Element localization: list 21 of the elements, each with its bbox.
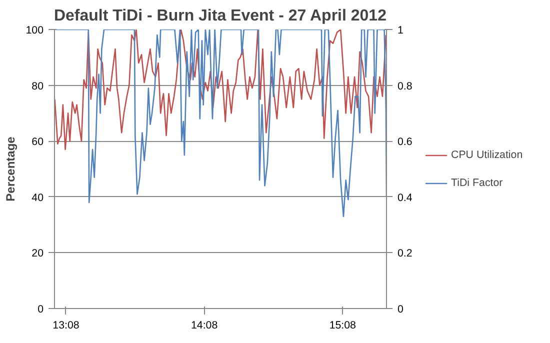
y2-tick-label: 0.8: [398, 80, 412, 92]
y2-tick-label: 0.6: [398, 136, 412, 148]
y-tick-label: 0: [38, 304, 44, 316]
x-tick-label: 14:08: [190, 320, 218, 332]
legend-label: CPU Utilization: [451, 148, 523, 160]
y-tick-label: 40: [32, 192, 44, 204]
line-series: [54, 30, 386, 218]
y-axis-title: Percentage: [4, 136, 18, 202]
chart-title: Default TiDi - Burn Jita Event - 27 April 2012: [54, 8, 387, 24]
y2-tick-label: 0.4: [398, 192, 412, 204]
y2-tick-label: 1: [398, 24, 404, 36]
y2-tick-label: 0.2: [398, 248, 412, 260]
y-tick-label: 100: [26, 24, 44, 36]
y-tick-label: 60: [32, 136, 44, 148]
y-tick-label: 20: [32, 248, 44, 260]
x-tick-label: 15:08: [329, 320, 356, 332]
x-tick-label: 13:08: [52, 320, 80, 332]
y2-tick-label: 0: [398, 304, 404, 316]
line-series: [54, 30, 386, 150]
legend-label: TiDi Factor: [451, 176, 503, 188]
y-tick-label: 80: [32, 80, 44, 92]
